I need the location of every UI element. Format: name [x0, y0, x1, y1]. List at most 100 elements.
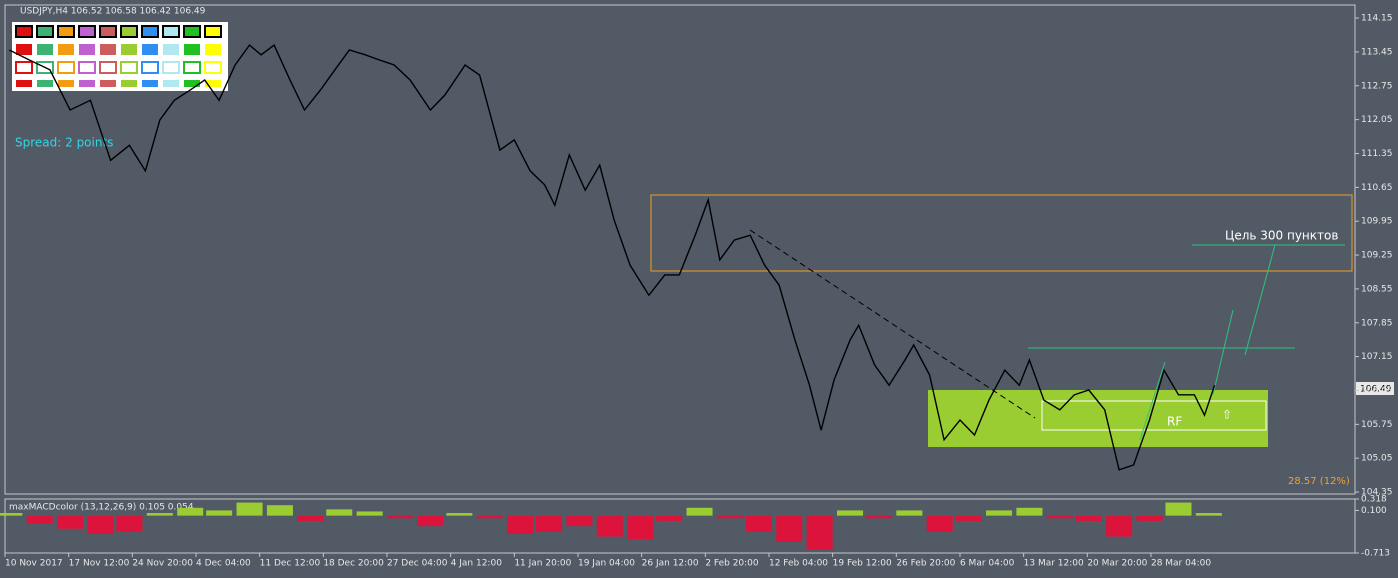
y-tick-label: 109.25: [1361, 251, 1393, 261]
swatch: [15, 61, 33, 74]
x-tick-label: 13 Mar 12:00: [1024, 559, 1084, 569]
macd-bar: [1016, 507, 1043, 516]
swatch: [78, 61, 96, 74]
zone-label: RF: [1167, 415, 1182, 429]
swatch: [100, 80, 116, 87]
macd-bar: [116, 515, 143, 532]
macd-bar: [656, 515, 683, 521]
spread: Spread: 2 points: [15, 136, 113, 150]
x-tick-label: 17 Nov 12:00: [69, 559, 130, 569]
y-tick-label: 0.318: [1361, 495, 1387, 505]
y-tick-label: 113.45: [1361, 47, 1393, 57]
y-tick-label: -0.713: [1361, 549, 1390, 559]
swatch: [121, 80, 137, 87]
swatch: [100, 44, 116, 55]
macd-bar: [1136, 515, 1163, 521]
macd-bar: [417, 515, 444, 527]
swatch: [141, 61, 159, 74]
x-tick-label: 27 Dec 04:00: [387, 559, 448, 569]
swatch: [205, 80, 221, 87]
y-tick-label: 114.15: [1361, 14, 1393, 24]
swatch: [205, 44, 221, 55]
rf-box: [1041, 400, 1267, 431]
macd-bar: [745, 515, 772, 532]
y-tick-label: 107.85: [1361, 318, 1393, 328]
y-tick-label: 112.75: [1361, 81, 1393, 91]
macd-bar: [1106, 515, 1133, 537]
macd-bar: [536, 515, 563, 532]
x-tick-label: 20 Mar 20:00: [1087, 559, 1147, 569]
macd-bar: [686, 507, 713, 516]
projection-line: [1139, 361, 1166, 441]
y-tick-label: 112.05: [1361, 115, 1393, 125]
target-label: Цель 300 пунктов: [1225, 229, 1338, 243]
y-tick-label: 105.05: [1361, 454, 1393, 464]
x-tick-label: 19 Jan 04:00: [578, 559, 635, 569]
macd-bar: [507, 515, 534, 534]
x-tick-label: 11 Jan 20:00: [514, 559, 571, 569]
x-tick-label: 19 Feb 12:00: [833, 559, 892, 569]
swatch: [120, 61, 138, 74]
swatch: [99, 61, 117, 74]
swatch: [58, 80, 74, 87]
y-tick-label: 104.35: [1361, 488, 1393, 498]
swatch: [162, 25, 180, 38]
y-tick-label: 109.95: [1361, 217, 1393, 227]
x-tick-label: 4 Jan 12:00: [451, 559, 503, 569]
macd-bar: [177, 507, 204, 516]
swatch: [121, 44, 137, 55]
macd-bar: [836, 510, 864, 516]
target-arrow: [1244, 244, 1276, 356]
swatch: [204, 25, 222, 38]
macd-title: maxMACDcolor (13,12,26,9) 0.105 0.054: [9, 503, 194, 513]
swatch: [58, 44, 74, 55]
macd-bar: [1165, 502, 1192, 516]
swatch: [36, 25, 54, 38]
swatch: [79, 44, 95, 55]
macd-bar: [146, 513, 173, 516]
swatch: [99, 25, 117, 38]
swatch: [204, 61, 222, 74]
macd-bar: [297, 515, 324, 521]
macd-bar: [986, 510, 1013, 516]
y-tick-label: 108.55: [1361, 284, 1393, 294]
swatch: [183, 61, 201, 74]
macd-bar: [1075, 515, 1102, 521]
price-line: [8, 44, 1216, 471]
macd-bar: [627, 515, 654, 540]
swatch: [142, 44, 158, 55]
macd-bar: [57, 515, 84, 529]
macd-bar: [1046, 515, 1073, 519]
macd-bar: [206, 510, 233, 516]
macd-bar: [896, 510, 923, 516]
swatch: [163, 80, 179, 87]
swatch: [57, 25, 75, 38]
x-tick-label: 4 Dec 04:00: [196, 559, 251, 569]
price-tag: 106.49: [1360, 385, 1392, 395]
macd-bar: [806, 515, 833, 550]
macd-bar: [26, 515, 53, 524]
y-tick-label: 0.100: [1361, 506, 1387, 516]
color-panel: [12, 22, 228, 91]
macd-bar: [236, 502, 263, 516]
macd-bar: [87, 515, 114, 534]
trend-line: [749, 229, 1036, 419]
macd-bar: [865, 515, 892, 519]
macd-frame: [4, 498, 1356, 554]
x-tick-label: 10 Nov 2017: [5, 559, 63, 569]
x-tick-label: 11 Dec 12:00: [260, 559, 321, 569]
header: USDJPY,H4 106.52 106.58 106.42 106.49: [20, 7, 206, 17]
macd-bar: [446, 513, 473, 516]
swatch: [184, 80, 200, 87]
y-tick-label: 107.15: [1361, 352, 1393, 362]
x-tick-label: 12 Feb 04:00: [769, 559, 828, 569]
projection-line: [1212, 309, 1234, 396]
macd-bar: [776, 515, 803, 542]
x-tick-label: 24 Nov 20:00: [132, 559, 193, 569]
macd-bar: [1195, 513, 1222, 516]
x-tick-label: 6 Mar 04:00: [960, 559, 1015, 569]
swatch: [78, 25, 96, 38]
swatch: [15, 25, 33, 38]
x-tick-label: 2 Feb 20:00: [705, 559, 759, 569]
